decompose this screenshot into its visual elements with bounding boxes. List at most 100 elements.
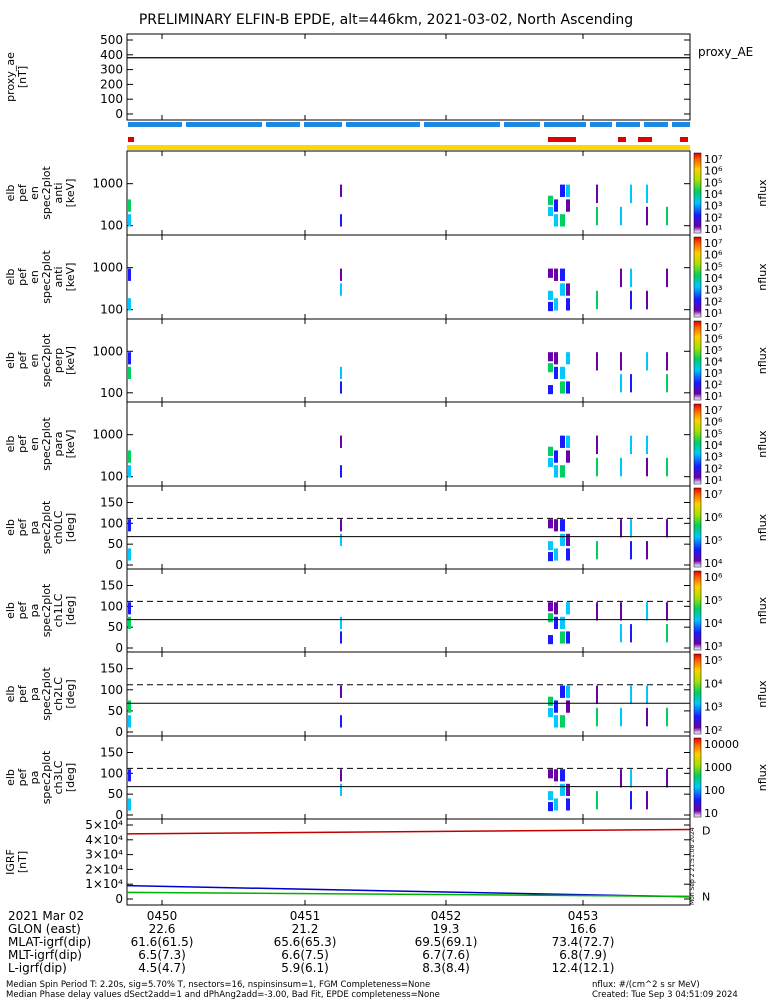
spectrogram-cell — [566, 700, 570, 713]
colorbar-tick-label: 10² — [704, 379, 722, 392]
footer-created: Created: Tue Sep 3 04:51:09 2024 — [592, 990, 738, 1000]
spectrogram-cell — [128, 199, 131, 212]
spectrogram-cell — [596, 707, 598, 727]
colorbar-tick-label: 10⁴ — [704, 617, 723, 630]
ytick-label: 50 — [108, 704, 123, 718]
spectrogram-cell — [596, 685, 598, 705]
ylabel-line: [nT] — [16, 851, 29, 873]
ylabel-line: pef — [16, 351, 29, 370]
spectrogram-cell — [646, 707, 648, 727]
spectrogram-cell — [646, 602, 648, 621]
spectrogram-cell — [560, 685, 565, 698]
spectrogram-cell — [630, 624, 632, 643]
spectrogram-cell — [128, 268, 131, 281]
ylabel-line: [keV] — [64, 430, 77, 459]
spectrogram-cell — [666, 206, 668, 226]
ytick-label: 1000 — [92, 428, 123, 442]
spectrogram-cell — [548, 363, 553, 373]
colorbar-tick-label: 10⁶ — [704, 511, 723, 524]
spectrogram-cell — [596, 457, 598, 477]
ylabel-line: elb — [4, 686, 17, 703]
ylabel-line: [nT] — [16, 66, 29, 88]
flag-red-segment — [680, 137, 688, 142]
colorbar-label: nflux — [756, 430, 769, 458]
ephem-value: 6.8(7.9) — [559, 948, 607, 962]
colorbar-label: nflux — [756, 346, 769, 374]
ylabel-line: proxy_ae — [4, 52, 17, 102]
ylabel-line: anti — [52, 266, 65, 287]
spectrogram-cell — [630, 791, 632, 810]
spectrogram-cell — [566, 631, 570, 644]
spectrogram-cell — [340, 685, 342, 698]
spectrogram-cell — [554, 298, 558, 311]
ylabel-line: elb — [4, 769, 17, 786]
ylabel-line: ch0LC — [52, 510, 65, 544]
ylabel-line: ch1LC — [52, 593, 65, 627]
colorbar-tick-label: 10⁵ — [704, 654, 722, 667]
spectrogram-cell — [630, 769, 632, 788]
panel-pa_ch2: 150 100 50 0 elb pef pa spec2plot ch2LC [deg] 10⁵ 1… — [4, 651, 769, 739]
colorbar-tick-label: 10³ — [704, 367, 722, 380]
spectrogram-cell — [666, 707, 668, 727]
ephem-value: 61.6(61.5) — [131, 935, 194, 949]
ylabel-line: pef — [16, 518, 29, 537]
ytick-label: 400 — [100, 48, 123, 62]
ytick-label: 100 — [100, 516, 123, 530]
ytick-label: 150 — [100, 496, 123, 510]
spectrogram-cell — [646, 685, 648, 705]
colorbar-tick-label: 10⁴ — [704, 557, 723, 570]
ytick-label: 1×10⁴ — [85, 877, 123, 891]
spectrogram-cell — [554, 798, 558, 811]
colorbar-tick-label: 10² — [704, 295, 722, 308]
spectrogram-cell — [630, 541, 632, 560]
spectrogram-cell — [340, 533, 342, 546]
panel-frame — [126, 485, 691, 570]
spectrogram-cell — [566, 199, 570, 212]
colorbar — [693, 320, 702, 401]
ytick-label: 1000 — [92, 344, 123, 358]
spectrogram-cell — [548, 268, 553, 278]
colorbar — [693, 403, 702, 485]
flag-blue-segment — [672, 122, 690, 127]
colorbar-tick-label: 10⁵ — [704, 534, 722, 547]
colorbar-tick-label: 10⁴ — [704, 439, 723, 452]
panel-pa_ch0: 150 100 50 0 elb pef pa spec2plot ch0LC [deg] 10⁷ 1… — [4, 485, 769, 572]
ylabel-line: [keV] — [64, 346, 77, 375]
igrf-d-label: D — [702, 824, 710, 837]
colorbar-tick-label: 10⁷ — [704, 404, 722, 417]
ephemeris-table: 2021 Mar 02 GLON (east) MLAT-igrf(dip) M… — [8, 909, 614, 975]
spectrogram-cell — [560, 184, 565, 197]
ytick-label: 300 — [100, 63, 123, 77]
spectrogram-cell — [620, 624, 622, 643]
spectrogram-cell — [596, 352, 598, 371]
colorbar — [693, 152, 702, 234]
flag-red-segment — [128, 137, 134, 142]
ytick-label: 100 — [100, 219, 123, 233]
ylabel-line: pa — [28, 687, 41, 701]
spectrogram-cell — [548, 195, 553, 205]
colorbar-tick-label: 10⁵ — [704, 594, 722, 607]
colorbar-tick-label: 10³ — [704, 284, 722, 297]
spectrogram-cell — [128, 465, 131, 478]
spectrogram-cell — [596, 184, 598, 204]
flag-red-segment — [618, 137, 626, 142]
panel-frame — [126, 33, 691, 121]
spectrogram-cell — [554, 769, 558, 782]
colorbar-label: nflux — [756, 263, 769, 291]
spectrogram-cell — [554, 548, 558, 561]
spectrogram-cell — [554, 519, 558, 532]
panel-frame — [126, 568, 691, 653]
spectrogram-cell — [128, 769, 131, 782]
ylabel-line: en — [28, 354, 41, 368]
colorbar-tick-label: 10⁶ — [704, 571, 723, 584]
spectrogram-cell — [560, 533, 565, 546]
spectrogram-cell — [560, 435, 565, 448]
ytick-label: 100 — [100, 599, 123, 613]
ylabel-line: anti — [52, 182, 65, 203]
spectrogram-cell — [554, 366, 558, 379]
ylabel-line: pef — [16, 684, 29, 703]
flag-blue-segment — [346, 122, 420, 127]
colorbar — [693, 487, 702, 568]
